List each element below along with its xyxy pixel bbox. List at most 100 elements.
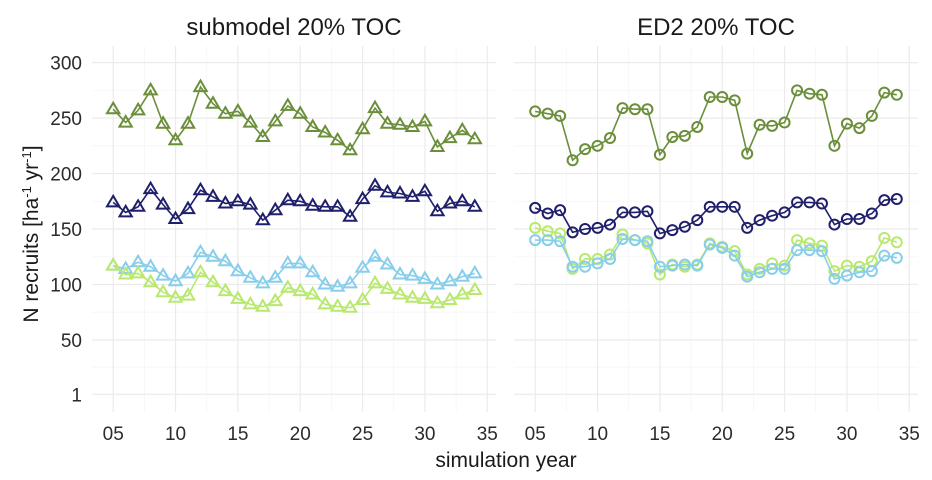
data-point — [653, 227, 666, 240]
data-point — [117, 260, 134, 274]
data-point — [205, 248, 221, 262]
data-point — [454, 268, 471, 282]
data-point — [840, 117, 853, 130]
data-point — [579, 143, 592, 156]
data-point — [329, 298, 346, 312]
data-point — [392, 266, 408, 280]
data-point — [354, 190, 371, 205]
data-point — [441, 291, 458, 305]
data-point — [304, 263, 321, 278]
data-point — [417, 270, 433, 284]
y-tick-label: 200 — [50, 165, 82, 186]
data-point — [454, 192, 471, 207]
data-point — [803, 237, 816, 250]
data-point — [803, 87, 816, 100]
data-point — [529, 221, 542, 234]
data-point — [641, 235, 654, 248]
data-point — [716, 241, 729, 254]
data-point — [367, 274, 383, 289]
data-point — [267, 269, 284, 283]
data-point — [429, 202, 446, 217]
data-point — [180, 200, 196, 215]
data-point — [441, 195, 458, 209]
data-point — [242, 196, 259, 210]
data-point — [279, 97, 296, 111]
data-point — [604, 252, 617, 265]
data-point — [890, 88, 903, 101]
data-point — [454, 285, 471, 300]
data-point — [678, 220, 691, 233]
data-point — [205, 188, 221, 202]
x-tick-label: 25 — [352, 424, 373, 445]
y-axis-title-end: ] — [20, 145, 43, 151]
data-point — [541, 107, 554, 120]
data-point — [865, 207, 878, 220]
data-point — [853, 122, 866, 135]
data-point — [529, 234, 542, 247]
y-axis-title-sup2: -1 — [19, 151, 34, 163]
data-point — [392, 285, 408, 300]
data-point — [317, 276, 334, 290]
data-point — [554, 227, 567, 240]
data-point — [554, 109, 567, 122]
data-point — [753, 262, 766, 275]
x-tick-label: 10 — [587, 424, 608, 445]
data-point — [853, 266, 866, 279]
data-point — [342, 274, 359, 289]
data-point — [254, 298, 271, 312]
y-tick-label: 50 — [61, 331, 82, 352]
data-point — [229, 192, 246, 207]
data-point — [741, 270, 754, 283]
x-tick-label: 30 — [414, 424, 435, 445]
data-point — [292, 192, 309, 207]
data-point — [292, 254, 309, 269]
data-point — [691, 259, 704, 272]
series-lightgreen — [105, 257, 483, 313]
data-point — [703, 238, 716, 251]
data-point — [130, 253, 147, 268]
data-point — [205, 273, 221, 288]
data-point — [354, 291, 371, 305]
data-point — [778, 116, 791, 129]
x-tick-label: 20 — [712, 424, 733, 445]
y-axis-title-mid: yr — [20, 163, 43, 186]
data-point — [229, 102, 246, 117]
data-point — [541, 234, 554, 247]
data-point — [392, 185, 408, 199]
data-point — [728, 94, 741, 107]
data-point — [342, 208, 359, 222]
y-tick-label: 300 — [50, 54, 82, 75]
data-point — [217, 282, 234, 297]
data-point — [541, 225, 554, 238]
data-point — [404, 118, 421, 132]
data-point — [192, 181, 209, 196]
data-point — [404, 267, 421, 281]
data-point — [180, 115, 196, 129]
y-axis-title: N recruits [ha-1 yr-1] — [19, 145, 43, 322]
data-point — [142, 81, 159, 96]
data-point — [404, 289, 421, 303]
data-point — [566, 226, 579, 239]
data-point — [167, 272, 184, 287]
data-point — [791, 196, 804, 209]
data-point — [130, 198, 147, 212]
x-tick-label: 15 — [227, 424, 248, 445]
data-point — [741, 221, 754, 234]
data-point — [778, 262, 791, 275]
series-line — [112, 264, 476, 309]
data-point — [865, 265, 878, 278]
data-point — [653, 260, 666, 273]
data-point — [379, 280, 396, 294]
series-line — [535, 238, 897, 280]
data-point — [604, 132, 617, 145]
data-point — [329, 198, 346, 212]
data-point — [342, 141, 359, 156]
data-point — [766, 119, 779, 132]
data-point — [292, 105, 309, 119]
data-point — [317, 124, 334, 138]
series-lightblue — [529, 232, 903, 285]
data-point — [579, 223, 592, 235]
data-point — [441, 129, 458, 144]
x-tick-label: 10 — [165, 424, 186, 445]
